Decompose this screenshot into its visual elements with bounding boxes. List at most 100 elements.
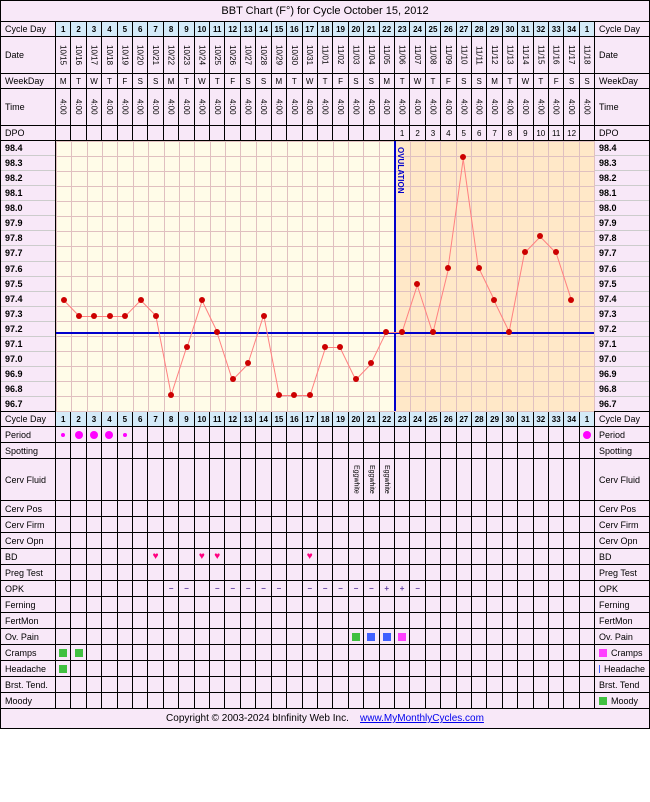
cell-weekdays-32: F: [549, 74, 564, 88]
label-fertmon: FertMon: [1, 613, 56, 628]
cell-cervpos-31: [534, 501, 549, 516]
cell-period-34: [580, 427, 594, 442]
cell-weekdays-15: T: [287, 74, 302, 88]
cell-bd-20: [364, 549, 379, 564]
cell-bd-18: [333, 549, 348, 564]
cell-bd-22: [395, 549, 410, 564]
cell-weekdays-28: M: [487, 74, 502, 88]
cell-brst-2: [87, 677, 102, 692]
cell-brst-33: [564, 677, 579, 692]
temp-label: 98.4: [1, 141, 55, 156]
row-opk: OPK −−−−−−−−−−−−++− OPK: [1, 580, 649, 596]
temp-label: 97.8: [1, 231, 55, 246]
cell-fertmon-20: [364, 613, 379, 628]
cell-cycleday-top-0: 1: [56, 22, 71, 36]
cell-moody-8: [179, 693, 194, 708]
cell-cervfirm-25: [441, 517, 456, 532]
cell-times-27: 4:00: [472, 89, 487, 125]
cell-spotting-2: [87, 443, 102, 458]
cell-cycleday-bot-25: 26: [441, 412, 456, 426]
cell-moody-30: [518, 693, 533, 708]
cell-opk-25: [441, 581, 456, 596]
label-cycleday: Cycle Day: [1, 22, 56, 36]
cell-cycleday-bot-21: 22: [380, 412, 395, 426]
heart-icon: ♥: [199, 551, 205, 562]
cell-cramps-20: [364, 645, 379, 660]
temp-label: 97.6: [1, 262, 55, 277]
cell-dpo-21: [380, 126, 395, 140]
cell-headache-1: [71, 661, 86, 676]
cell-dpo-2: [87, 126, 102, 140]
cell-cervopn-11: [225, 533, 240, 548]
cell-dates-8: 10/23: [179, 37, 194, 73]
cell-opk-24: [426, 581, 441, 596]
temp-point-15: [276, 392, 282, 398]
cell-bd-23: [410, 549, 425, 564]
cell-dpo-23: 2: [410, 126, 425, 140]
cell-brst-17: [318, 677, 333, 692]
cell-opk-5: [133, 581, 148, 596]
cell-cycleday-top-8: 9: [179, 22, 194, 36]
cell-opk-20: −: [364, 581, 379, 596]
cell-brst-23: [410, 677, 425, 692]
cell-headache-17: [318, 661, 333, 676]
site-link[interactable]: www.MyMonthlyCycles.com: [360, 713, 484, 724]
cell-headache-7: [164, 661, 179, 676]
cell-pregtest-31: [534, 565, 549, 580]
cell-headache-0: [56, 661, 71, 676]
cell-fertmon-19: [349, 613, 364, 628]
cell-cycleday-top-33: 34: [564, 22, 579, 36]
cell-dates-15: 10/30: [287, 37, 302, 73]
cell-cervpos-17: [318, 501, 333, 516]
cell-headache-8: [179, 661, 194, 676]
cell-period-23: [410, 427, 425, 442]
cell-cervopn-7: [164, 533, 179, 548]
temp-label: 97.4: [595, 292, 649, 307]
cell-cervopn-19: [349, 533, 364, 548]
cell-times-28: 4:00: [487, 89, 502, 125]
cell-cervpos-32: [549, 501, 564, 516]
cell-cervpos-10: [210, 501, 225, 516]
cell-brst-31: [534, 677, 549, 692]
cell-cervpos-20: [364, 501, 379, 516]
cell-cycleday-bot-0: 1: [56, 412, 71, 426]
cell-opk-13: −: [256, 581, 271, 596]
cell-bd-9: ♥: [195, 549, 210, 564]
cell-weekdays-8: T: [179, 74, 194, 88]
cell-cramps-2: [87, 645, 102, 660]
row-cycleday-bot: Cycle Day 123456789101112131415161718192…: [1, 411, 649, 426]
cell-moody-33: [564, 693, 579, 708]
cell-opk-31: [534, 581, 549, 596]
cell-fertmon-24: [426, 613, 441, 628]
opk-minus-icon: −: [277, 584, 282, 593]
row-dpo-top: DPO 123456789101112 DPO: [1, 125, 649, 140]
cell-cycleday-bot-4: 5: [118, 412, 133, 426]
cell-fertmon-12: [241, 613, 256, 628]
cell-weekdays-24: T: [426, 74, 441, 88]
cell-ovpain-4: [118, 629, 133, 644]
cell-ferning-3: [102, 597, 117, 612]
temp-label: 97.5: [595, 277, 649, 292]
cell-ferning-23: [410, 597, 425, 612]
cell-cervopn-15: [287, 533, 302, 548]
cell-moody-16: [303, 693, 318, 708]
cell-cervpos-3: [102, 501, 117, 516]
cell-times-4: 4:00: [118, 89, 133, 125]
row-fertmon: FertMon FertMon: [1, 612, 649, 628]
temp-point-28: [476, 265, 482, 271]
cell-ovpain-23: [410, 629, 425, 644]
cell-bd-2: [87, 549, 102, 564]
temp-point-31: [522, 249, 528, 255]
cell-cervfirm-6: [148, 517, 163, 532]
cell-bd-16: ♥: [303, 549, 318, 564]
cell-ferning-0: [56, 597, 71, 612]
cell-dates-16: 10/31: [303, 37, 318, 73]
cell-weekdays-12: S: [241, 74, 256, 88]
cell-period-28: [487, 427, 502, 442]
cell-times-21: 4:00: [380, 89, 395, 125]
cell-opk-34: [580, 581, 594, 596]
cell-dpo-28: 7: [487, 126, 502, 140]
cell-cervopn-8: [179, 533, 194, 548]
cell-dpo-15: [287, 126, 302, 140]
cell-cycleday-bot-22: 23: [395, 412, 410, 426]
